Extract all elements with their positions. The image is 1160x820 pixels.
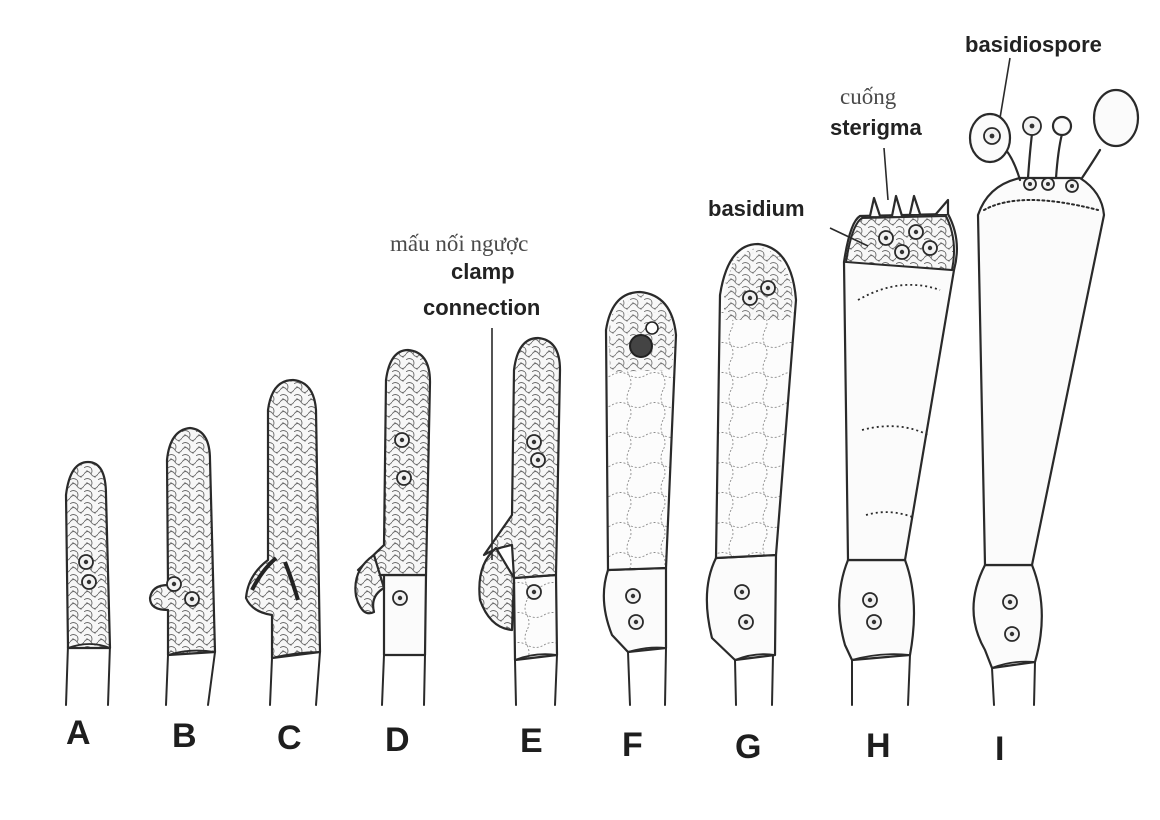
label-clamp-vi: mấu nối ngược [390,231,528,256]
stage-label-i: I [995,730,1004,768]
stage-i-basidium [968,88,1140,706]
label-basidium: basidium [708,196,805,221]
stage-b-hypha [148,426,217,706]
stage-c-hypha [244,378,322,706]
stage-a-hypha [64,460,112,706]
stage-d-hypha [354,348,432,706]
stage-label-g: G [735,728,761,766]
stage-label-a: A [66,714,91,752]
label-clamp-line1: clamp [451,259,515,284]
stage-label-d: D [385,721,410,759]
label-basidiospore: basidiospore [965,32,1102,57]
label-clamp-line2: connection [423,295,540,320]
stage-f-basidium [602,290,678,706]
leader-basidiospore [999,57,1011,119]
stage-label-e: E [520,722,543,760]
stage-label-c: C [277,719,302,757]
stage-label-b: B [172,717,197,755]
stage-g-basidium [705,242,798,706]
stage-e-hypha [478,336,562,706]
stage-label-h: H [866,727,891,765]
stage-label-f: F [622,726,643,764]
leader-sterigma [883,147,889,201]
leader-basidium [829,227,869,247]
label-sterigma: sterigma [830,115,922,140]
label-sterigma-vi: cuống [840,84,897,109]
stage-h-basidium [838,194,959,706]
